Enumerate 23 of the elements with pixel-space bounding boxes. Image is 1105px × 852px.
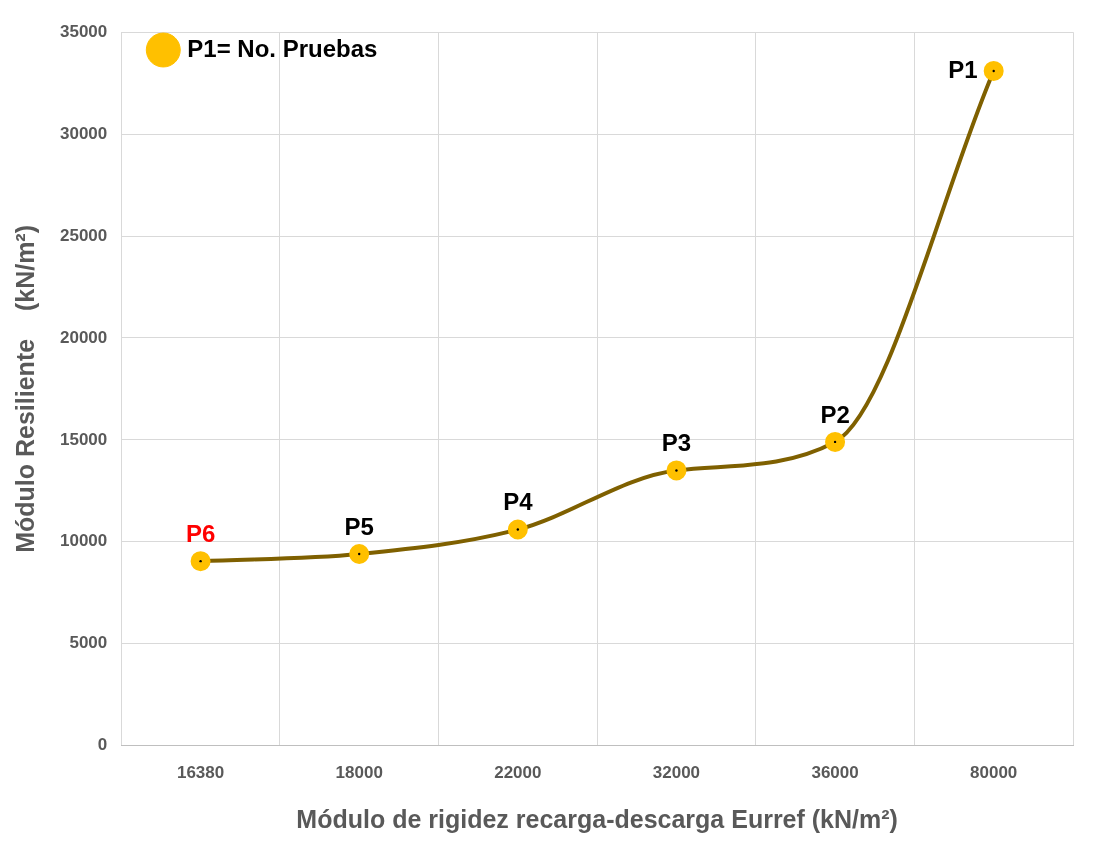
legend-label: P1= No. Pruebas xyxy=(187,34,378,62)
annotation: P6 xyxy=(185,519,216,547)
y-tick-label: 5000 xyxy=(69,633,108,653)
x-tick-label: 32000 xyxy=(652,763,701,783)
y-tick-label: 10000 xyxy=(59,531,108,551)
x-tick-label: 22000 xyxy=(494,763,542,783)
y-tick-label: 25000 xyxy=(59,225,108,245)
y-tick-label: 35000 xyxy=(59,21,108,41)
annotation: P2 xyxy=(820,400,850,428)
annotation: P5 xyxy=(344,512,374,540)
x-axis-title: Módulo de rigidez recarga-descarga Eurref (kN/m²) xyxy=(296,804,898,833)
x-tick-label: 16380 xyxy=(176,763,225,783)
y-axis-title: Módulo Resiliente (kN/m²) xyxy=(10,225,39,553)
y-tick-label: 15000 xyxy=(59,429,108,449)
y-tick-label: 0 xyxy=(97,735,108,755)
y-tick-label: 20000 xyxy=(59,327,108,347)
x-tick-label: 80000 xyxy=(970,763,1018,783)
x-tick-label: 36000 xyxy=(811,763,859,783)
annotation: P1 xyxy=(948,55,978,83)
annotation: P3 xyxy=(661,429,692,457)
annotation: P4 xyxy=(503,488,534,516)
x-tick-label: 18000 xyxy=(335,763,383,783)
y-tick-label: 30000 xyxy=(59,123,108,143)
